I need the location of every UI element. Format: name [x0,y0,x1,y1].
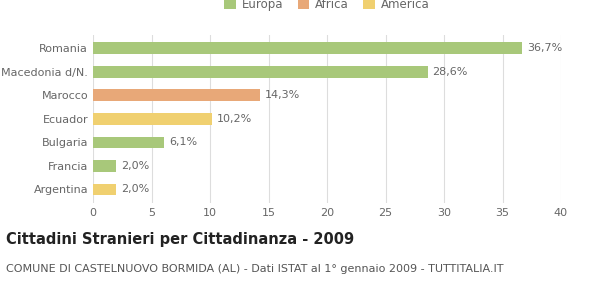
Bar [93,113,212,125]
Bar [93,66,428,78]
Text: Cittadini Stranieri per Cittadinanza - 2009: Cittadini Stranieri per Cittadinanza - 2… [6,232,354,247]
Bar [93,184,116,195]
Bar [93,137,164,148]
Text: 2,0%: 2,0% [121,184,149,195]
Text: 2,0%: 2,0% [121,161,149,171]
Text: 10,2%: 10,2% [217,114,252,124]
Bar [93,42,523,54]
Bar [93,90,260,101]
Text: COMUNE DI CASTELNUOVO BORMIDA (AL) - Dati ISTAT al 1° gennaio 2009 - TUTTITALIA.: COMUNE DI CASTELNUOVO BORMIDA (AL) - Dat… [6,264,503,274]
Bar [93,160,116,172]
Text: 14,3%: 14,3% [265,90,300,100]
Legend: Europa, Africa, America: Europa, Africa, America [220,0,434,15]
Text: 28,6%: 28,6% [432,67,467,77]
Text: 6,1%: 6,1% [169,137,197,147]
Text: 36,7%: 36,7% [527,43,562,53]
